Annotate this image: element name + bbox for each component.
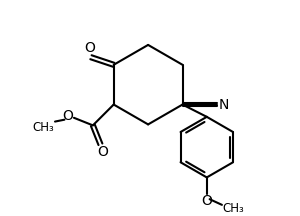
Text: CH₃: CH₃ (33, 121, 55, 134)
Text: O: O (97, 145, 108, 159)
Text: O: O (201, 194, 212, 208)
Text: O: O (62, 109, 73, 123)
Text: CH₃: CH₃ (222, 202, 244, 215)
Text: N: N (219, 98, 230, 111)
Text: O: O (85, 41, 95, 55)
